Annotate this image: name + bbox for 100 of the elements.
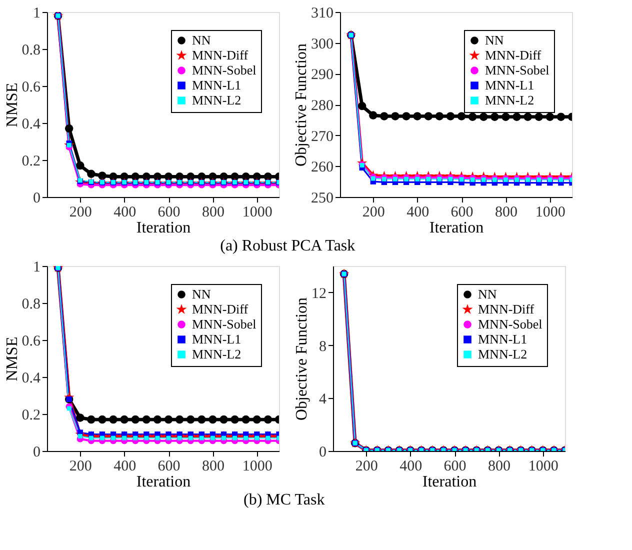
point xyxy=(109,415,118,424)
point xyxy=(382,176,386,182)
legend-label: MNN-Sobel xyxy=(192,316,257,332)
x-axis-title: Iteration xyxy=(136,220,191,236)
point xyxy=(230,415,239,424)
legend-label: MNN-L2 xyxy=(192,346,242,362)
point xyxy=(64,124,74,133)
y-tick-label: 0.2 xyxy=(22,408,40,424)
point xyxy=(402,112,410,120)
x-tick-label: 200 xyxy=(69,204,92,220)
point xyxy=(437,176,442,182)
point xyxy=(524,112,532,121)
x-axis-title: Iteration xyxy=(136,474,191,490)
x-tick-label: 600 xyxy=(158,458,180,474)
text: (a) Robust PCA Task xyxy=(220,238,356,254)
legend-label: MNN-L1 xyxy=(192,332,242,346)
point xyxy=(546,112,554,121)
point xyxy=(404,176,409,182)
x-tick-label: 1000 xyxy=(535,204,566,220)
text: (b) MC Task xyxy=(244,492,325,508)
y-tick-label: 280 xyxy=(311,98,334,114)
x-tick-label: 400 xyxy=(114,458,136,474)
point xyxy=(66,406,72,411)
point xyxy=(164,415,173,424)
point xyxy=(470,177,475,182)
y-tick-label: 300 xyxy=(311,36,334,52)
x-axis-title: Iteration xyxy=(422,474,477,490)
y-tick-label: 1 xyxy=(33,6,40,22)
point xyxy=(490,112,499,121)
y-tick-label: 0.4 xyxy=(22,370,41,386)
x-tick-label: 600 xyxy=(158,204,180,220)
point xyxy=(457,112,466,120)
point xyxy=(413,112,422,120)
legend-label: MNN-L1 xyxy=(192,78,242,92)
point xyxy=(120,415,128,424)
x-tick-label: 600 xyxy=(450,204,474,220)
y-tick-label: 260 xyxy=(311,160,334,176)
y-tick-label: 0.2 xyxy=(22,154,40,170)
legend-label: MNN-Diff xyxy=(485,48,542,62)
point xyxy=(87,170,96,178)
y-tick-label: 0 xyxy=(33,190,40,206)
y-tick-label: 0 xyxy=(33,444,40,460)
y-axis-title: Objective Function xyxy=(293,43,310,167)
y-tick-label: 0.8 xyxy=(22,296,40,312)
y-tick-label: 1 xyxy=(33,260,40,276)
point xyxy=(98,415,106,424)
point xyxy=(208,415,217,424)
point xyxy=(198,415,206,424)
x-tick-label: 200 xyxy=(69,458,92,474)
legend-label: MNN-L2 xyxy=(192,92,242,108)
x-tick-label: 1000 xyxy=(242,458,272,474)
x-tick-label: 400 xyxy=(400,458,422,474)
point xyxy=(370,176,376,181)
point xyxy=(479,112,488,121)
x-tick-label: 1000 xyxy=(242,204,272,220)
legend-label: NN xyxy=(192,286,212,302)
y-tick-label: 8 xyxy=(319,338,326,355)
legend-label: MNN-Diff xyxy=(192,302,249,316)
point xyxy=(393,176,398,182)
point xyxy=(264,415,272,424)
legend-label: NN xyxy=(485,32,504,48)
x-tick-label: 800 xyxy=(494,204,518,220)
y-axis-title: NMSE xyxy=(4,82,21,128)
point xyxy=(446,112,455,120)
x-tick-label: 800 xyxy=(202,204,224,220)
point xyxy=(131,415,140,424)
legend-label: NN xyxy=(478,286,498,302)
point xyxy=(468,112,477,121)
legend-label: MNN-Diff xyxy=(478,302,535,316)
y-tick-label: 4 xyxy=(319,392,327,408)
point xyxy=(220,415,228,424)
x-tick-label: 400 xyxy=(114,204,136,220)
point xyxy=(87,415,96,424)
point xyxy=(175,415,184,424)
point xyxy=(380,112,388,120)
point xyxy=(186,415,195,424)
x-tick-label: 800 xyxy=(488,458,510,474)
y-tick-label: 290 xyxy=(311,67,334,84)
legend-label: MNN-L2 xyxy=(485,92,534,108)
point xyxy=(242,415,250,424)
point xyxy=(424,112,433,120)
y-tick-label: 0.8 xyxy=(22,42,40,58)
legend-label: MNN-Sobel xyxy=(478,316,543,332)
point xyxy=(426,176,431,182)
y-axis-title: Objective Function xyxy=(294,297,310,421)
y-tick-label: 0.6 xyxy=(22,334,41,350)
point xyxy=(391,112,400,120)
y-tick-label: 250 xyxy=(311,190,334,206)
point xyxy=(252,415,262,424)
point xyxy=(142,415,151,424)
point xyxy=(153,415,162,424)
x-axis-title: Iteration xyxy=(429,220,484,236)
x-tick-label: 200 xyxy=(362,204,385,220)
point xyxy=(76,414,84,422)
point xyxy=(76,161,84,170)
point xyxy=(459,177,464,182)
point xyxy=(369,111,378,120)
point xyxy=(448,176,453,182)
legend-label: MNN-Diff xyxy=(192,48,249,62)
y-tick-label: 0 xyxy=(319,444,326,460)
